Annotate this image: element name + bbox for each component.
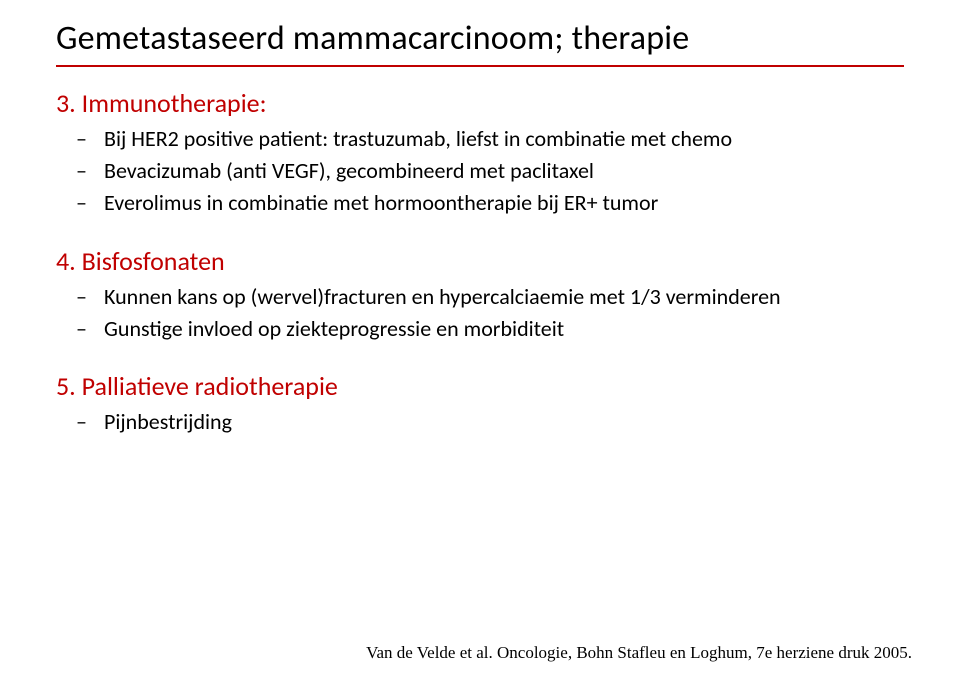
bullet: Gunstige invloed op ziekteprogressie en … <box>104 313 904 345</box>
bullet: Everolimus in combinatie met hormoonther… <box>104 187 904 219</box>
section-5-title: Palliatieve radiotherapie <box>82 370 338 402</box>
section-3-title: Immunotherapie: <box>82 87 267 119</box>
section-3-heading: 3. Immunotherapie: <box>56 87 904 119</box>
section-4-number: 4. <box>56 245 76 277</box>
title-rule <box>56 65 904 67</box>
bullet: Pijnbestrijding <box>104 406 904 438</box>
bullet: Bevacizumab (anti VEGF), gecombineerd me… <box>104 155 904 187</box>
section-5-number: 5. <box>56 370 76 402</box>
bullet: Bij HER2 positive patient: trastuzumab, … <box>104 123 904 155</box>
section-4-heading: 4. Bisfosfonaten <box>56 245 904 277</box>
bullet: Kunnen kans op (wervel)fracturen en hype… <box>104 281 904 313</box>
section-5-heading: 5. Palliatieve radiotherapie <box>56 370 904 402</box>
section-3-number: 3. <box>56 87 76 119</box>
section-4-title: Bisfosfonaten <box>82 245 225 277</box>
section-5-bullets: Pijnbestrijding <box>56 406 904 438</box>
section-3-bullets: Bij HER2 positive patient: trastuzumab, … <box>56 123 904 219</box>
slide: Gemetastaseerd mammacarcinoom; therapie … <box>0 0 960 693</box>
slide-title: Gemetastaseerd mammacarcinoom; therapie <box>56 18 904 59</box>
footer-citation: Van de Velde et al. Oncologie, Bohn Staf… <box>366 643 912 663</box>
section-4-bullets: Kunnen kans op (wervel)fracturen en hype… <box>56 281 904 345</box>
